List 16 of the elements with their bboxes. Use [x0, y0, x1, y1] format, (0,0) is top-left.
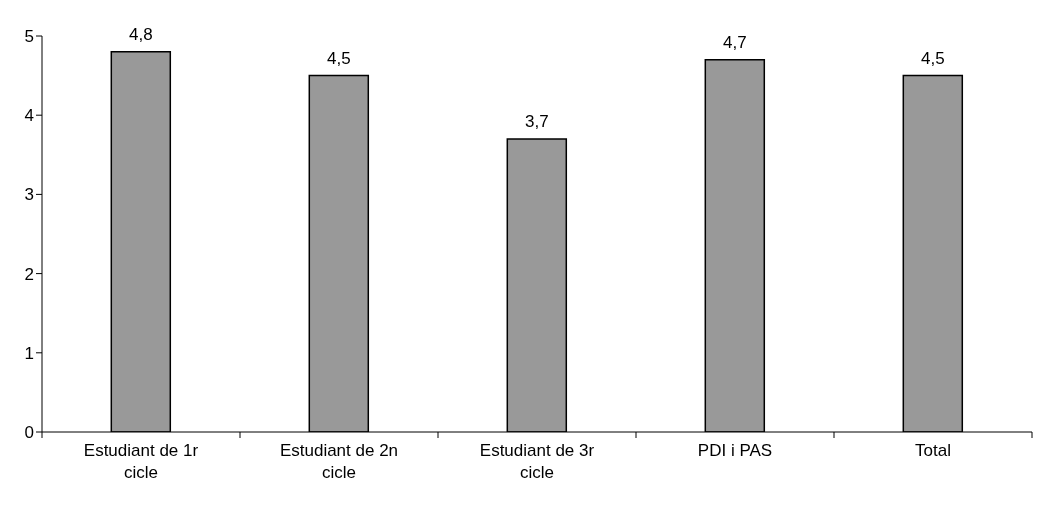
x-tick-label: Estudiant de 3r cicle: [479, 441, 595, 482]
data-label: 3,7: [524, 111, 549, 131]
y-tick-label: 0: [24, 423, 34, 443]
data-label: 4,5: [920, 48, 945, 68]
data-label: 4,7: [722, 32, 747, 52]
y-tick-label: 2: [24, 264, 34, 284]
x-tick-label: Total: [915, 441, 951, 460]
x-tick-label: Estudiant de 2n cicle: [279, 441, 399, 482]
y-tick-label: 5: [24, 27, 34, 47]
y-tick-label: 4: [24, 106, 34, 126]
y-tick-label: 3: [24, 185, 34, 205]
y-tick-label: 1: [24, 343, 34, 363]
x-tick-label: PDI i PAS: [697, 441, 773, 460]
x-tick-label: Estudiant de 1r cicle: [83, 441, 199, 482]
data-label: 4,5: [326, 48, 351, 68]
data-label: 4,8: [128, 24, 153, 44]
